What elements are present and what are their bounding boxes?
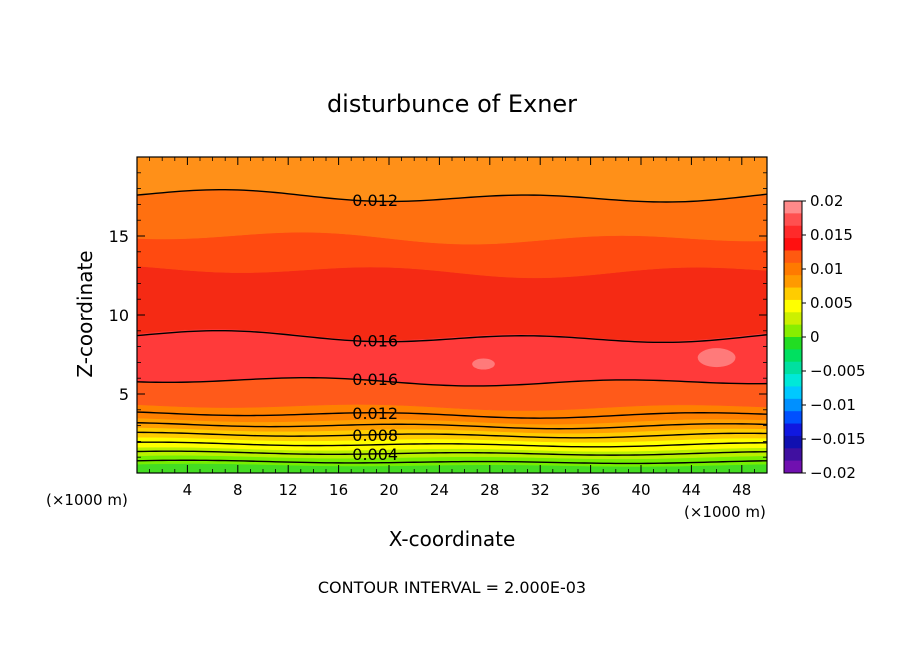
colorbar-cell [784,448,802,462]
contour-label: 0.008 [352,426,398,445]
contour-interval-footer: CONTOUR INTERVAL = 2.000E-03 [318,578,586,597]
colorbar [783,200,803,474]
x-axis-ticks: 4 8 12 16 20 24 28 32 36 40 44 48 [149,157,755,499]
x-tick-label: 20 [379,481,398,499]
highlight-region [472,358,495,370]
colorbar-cell [784,201,802,214]
x-tick-label: 28 [480,481,499,499]
x-tick-label: 40 [631,481,650,499]
colorbar-cell [784,312,802,326]
colorbar-cell [784,262,802,276]
colorbar-cell [784,250,802,264]
colorbar-cell [784,398,802,412]
x-axis-unit-left: (×1000 m) [46,491,128,509]
colorbar-tick-label: −0.005 [810,362,866,380]
x-tick-label: 44 [682,481,701,499]
colorbar-cell [784,361,802,375]
highlight-region [697,348,736,368]
contour-line [137,411,767,419]
colorbar-tick-label: 0.02 [810,192,843,210]
colorbar-tick-label: 0 [810,328,820,346]
x-tick-label: 4 [183,481,193,499]
contour-label: 0.012 [352,191,398,210]
y-tick-label: 5 [119,385,129,404]
colorbar-tick-label: −0.01 [810,396,856,414]
x-tick-label: 36 [581,481,600,499]
contour-line [137,441,767,448]
colorbar-cell [784,213,802,227]
contour-line [137,450,767,456]
colorbar-cell [784,435,802,449]
colorbar-tick-label: 0.005 [810,294,853,312]
chart-title: disturbunce of Exner [327,90,577,118]
y-tick-label: 15 [109,227,129,246]
colorbar-tick-label: −0.015 [810,430,866,448]
colorbar-cell [784,324,802,338]
colorbar-tick-label: 0.01 [810,260,843,278]
x-tick-label: 32 [531,481,550,499]
contour-label: 0.012 [352,404,398,423]
y-axis-label: Z-coordinate [73,250,97,377]
colorbar-cell [784,374,802,387]
colorbar-tick-label: −0.02 [810,464,856,482]
contour-label: 0.016 [352,370,398,389]
x-tick-label: 8 [233,481,243,499]
colorbar-cell [784,275,802,289]
filled-bands [137,157,767,473]
colorbar-cell [784,238,802,251]
y-tick-label: 10 [109,306,129,325]
contour-line [137,189,767,203]
colorbar-cell [784,337,802,350]
contour-line [137,422,767,430]
contour-line [137,377,767,387]
contour-line [137,329,767,344]
plot-area [137,157,767,473]
colorbar-cell [784,411,802,425]
x-tick-label: 12 [279,481,298,499]
contour-line [137,431,767,439]
colorbar-cell [784,287,802,301]
highlight-regions [472,348,736,370]
x-axis-unit-right: (×1000 m) [684,503,766,521]
x-tick-label: 48 [732,481,751,499]
contour-label: 0.016 [352,332,398,351]
contour-lines [137,189,767,465]
x-axis-label: X-coordinate [389,527,516,551]
colorbar-cell [784,299,802,313]
colorbar-cell [784,423,802,437]
colorbar-tick-label: 0.015 [810,226,853,244]
contour-label: 0.004 [352,445,398,464]
colorbar-cell [784,386,802,400]
colorbar-cell [784,460,802,474]
x-tick-label: 16 [329,481,348,499]
y-axis-ticks: 5 10 15 [109,172,767,458]
colorbar-cell [784,225,802,239]
contour-line [137,459,767,465]
colorbar-tick-labels: 0.02 0.015 0.01 0.005 0 −0.005 −0.01 −0.015 −0.0… [802,192,866,482]
x-tick-label: 24 [430,481,449,499]
colorbar-cell [784,349,802,363]
